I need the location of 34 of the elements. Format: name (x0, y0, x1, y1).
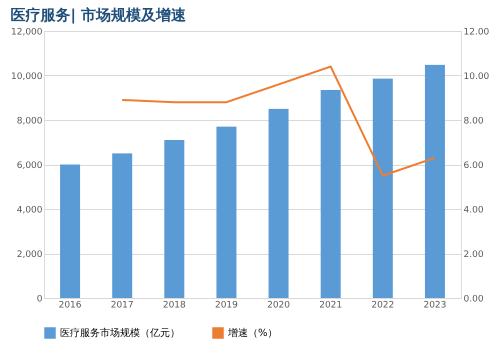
x-tick-label: 2018 (162, 300, 186, 310)
legend-label: 增速（%） (227, 327, 278, 339)
x-tick-label: 2023 (423, 300, 446, 310)
y2-tick-label: 10.00 (464, 72, 490, 82)
bar (60, 164, 80, 298)
y2-tick-label: 12.00 (464, 28, 490, 38)
y-tick-label: 10,000 (11, 72, 43, 82)
x-tick-label: 2019 (214, 300, 238, 310)
bar (424, 64, 445, 298)
x-tick-label: 2016 (58, 300, 82, 310)
y2-tick-label: 4.00 (464, 206, 484, 216)
chart-title: 医疗服务| 市场规模及增速 (10, 6, 188, 24)
x-tick-label: 2017 (110, 300, 134, 310)
y2-tick-label: 6.00 (464, 161, 484, 171)
bar (216, 126, 236, 298)
x-tick-label: 2020 (267, 300, 290, 310)
line-series (121, 66, 436, 177)
y-tick-label: 2,000 (16, 250, 43, 260)
bar (320, 90, 341, 298)
y2-tick-label: 2.00 (464, 250, 484, 260)
x-tick-label: 2022 (371, 300, 394, 310)
y2-tick-label: 0.00 (464, 294, 484, 304)
bar (164, 140, 184, 298)
y-tick-label: 4,000 (16, 206, 43, 216)
y-tick-label: 0 (36, 294, 43, 304)
bar (268, 108, 289, 298)
legend-label: 医疗服务市场规模（亿元） (60, 327, 180, 339)
y-tick-label: 12,000 (11, 28, 43, 38)
y2-tick-label: 8.00 (464, 116, 484, 126)
y-tick-label: 8,000 (16, 116, 43, 126)
bar (112, 153, 132, 298)
x-tick-label: 2021 (319, 300, 342, 310)
y-tick-label: 6,000 (16, 161, 43, 171)
bar (372, 78, 393, 298)
